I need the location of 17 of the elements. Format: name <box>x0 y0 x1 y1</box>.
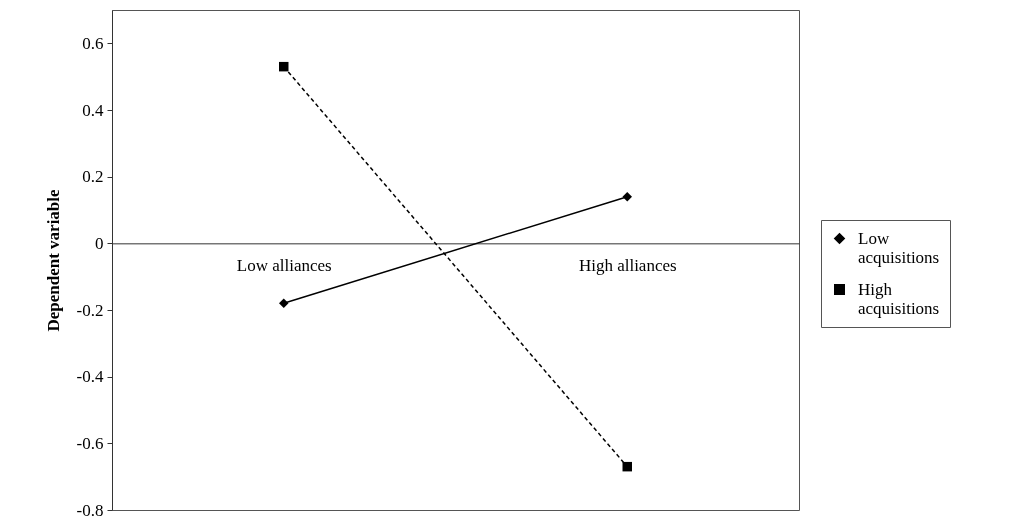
y-tick-label: -0.4 <box>76 367 104 387</box>
y-tick-label: 0.2 <box>82 167 104 187</box>
y-tick-label: -0.8 <box>76 500 104 520</box>
y-tick-label: 0.6 <box>82 33 104 53</box>
y-tick-label: -0.6 <box>76 433 104 453</box>
y-axis-title: Dependent variable <box>43 188 63 332</box>
x-tick-label: High alliances <box>578 255 677 275</box>
point <box>279 298 289 309</box>
legend-label: Low acquisitions <box>858 228 940 267</box>
x-tick-label: Low alliances <box>236 255 332 275</box>
point <box>279 61 289 72</box>
y-tick-label: 0 <box>95 233 104 253</box>
y-tick-label: -0.2 <box>76 300 104 320</box>
legend-label: High acquisitions <box>858 279 940 318</box>
point <box>622 191 632 202</box>
y-tick-label: 0.4 <box>82 100 104 120</box>
point <box>622 461 632 472</box>
